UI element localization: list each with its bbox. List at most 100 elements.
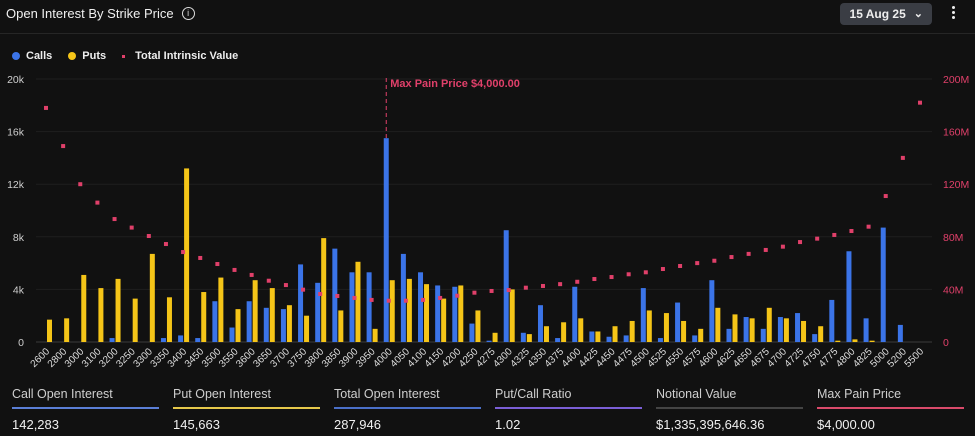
call-bar bbox=[263, 307, 269, 342]
y-left-tick-label: 16k bbox=[7, 127, 25, 139]
put-bar bbox=[595, 331, 601, 342]
calls-dot-icon bbox=[12, 52, 20, 60]
call-bar bbox=[555, 338, 561, 342]
call-bar bbox=[400, 253, 406, 342]
y-right-tick-label: 200M bbox=[943, 74, 969, 86]
call-bar bbox=[298, 264, 304, 342]
intrinsic-value-point bbox=[798, 240, 803, 245]
put-bar bbox=[321, 238, 327, 342]
put-bar bbox=[132, 298, 138, 342]
y-left-tick-label: 20k bbox=[7, 74, 25, 86]
put-bar bbox=[475, 310, 481, 342]
info-icon[interactable]: i bbox=[181, 7, 195, 20]
chevron-down-icon: ⌄ bbox=[913, 8, 923, 20]
intrinsic-value-point bbox=[78, 182, 83, 187]
stat-put-call-ratio: Put/Call Ratio 1.02 bbox=[495, 387, 642, 432]
stat-label: Notional Value bbox=[656, 387, 737, 401]
expiry-date-dropdown[interactable]: 15 Aug 25 ⌄ bbox=[839, 3, 932, 25]
put-bar bbox=[818, 326, 824, 342]
put-bar bbox=[852, 339, 858, 342]
stat-label: Total Open Interest bbox=[334, 387, 440, 401]
intrinsic-value-point bbox=[95, 200, 100, 205]
call-bar bbox=[863, 318, 869, 342]
put-bar bbox=[749, 318, 755, 342]
call-bar bbox=[537, 305, 543, 342]
call-bar bbox=[846, 251, 852, 342]
intrinsic-value-point bbox=[866, 224, 871, 229]
intrinsic-value-point bbox=[489, 288, 494, 293]
intrinsic-value-point bbox=[129, 225, 134, 230]
intrinsic-value-point bbox=[386, 298, 391, 303]
put-bar bbox=[64, 318, 70, 342]
call-bar bbox=[880, 227, 886, 342]
put-bar bbox=[835, 340, 841, 342]
call-bar bbox=[623, 335, 629, 342]
call-bar bbox=[709, 280, 715, 342]
call-bar bbox=[383, 138, 389, 342]
call-bar bbox=[606, 336, 612, 342]
call-bar bbox=[332, 248, 338, 342]
intrinsic-value-point bbox=[266, 278, 271, 283]
intrinsic-value-point bbox=[592, 277, 597, 282]
put-bar bbox=[389, 280, 395, 342]
call-bar bbox=[195, 338, 201, 342]
intrinsic-value-point bbox=[678, 263, 683, 268]
put-bar bbox=[424, 284, 430, 342]
title-group: Open Interest By Strike Price i bbox=[6, 6, 195, 21]
legend-calls[interactable]: Calls bbox=[12, 50, 52, 62]
y-left-tick-label: 12k bbox=[7, 179, 25, 191]
intrinsic-value-point bbox=[352, 295, 357, 300]
put-bar bbox=[355, 261, 361, 342]
intrinsic-value-point bbox=[44, 105, 48, 110]
stat-max-pain: Max Pain Price $4,000.00 bbox=[817, 387, 964, 432]
intrinsic-value-point bbox=[540, 283, 545, 288]
call-bar bbox=[795, 313, 801, 342]
intrinsic-value-point bbox=[849, 229, 854, 234]
legend-puts[interactable]: Puts bbox=[68, 50, 106, 62]
put-bar bbox=[338, 310, 344, 342]
intrinsic-square-icon bbox=[122, 54, 126, 58]
call-bar bbox=[812, 334, 818, 342]
kebab-menu-icon[interactable] bbox=[948, 4, 958, 24]
put-bar bbox=[663, 313, 669, 342]
put-bar bbox=[201, 292, 207, 342]
intrinsic-value-point bbox=[900, 155, 905, 160]
intrinsic-value-point bbox=[660, 267, 665, 272]
call-bar bbox=[640, 288, 646, 342]
call-bar bbox=[572, 286, 578, 342]
intrinsic-value-point bbox=[506, 288, 511, 293]
y-right-tick-label: 0 bbox=[943, 337, 949, 349]
intrinsic-value-point bbox=[403, 298, 408, 303]
put-bar bbox=[698, 328, 704, 342]
stat-label: Put/Call Ratio bbox=[495, 387, 572, 401]
chart-title: Open Interest By Strike Price bbox=[6, 6, 174, 21]
max-pain-label: Max Pain Price $4,000.00 bbox=[390, 78, 520, 90]
intrinsic-value-point bbox=[301, 287, 306, 292]
put-bar bbox=[235, 309, 241, 342]
put-bar bbox=[98, 288, 104, 342]
put-bar bbox=[561, 322, 567, 342]
intrinsic-value-point bbox=[883, 194, 888, 199]
intrinsic-value-point bbox=[575, 279, 580, 284]
call-bar bbox=[418, 272, 424, 342]
intrinsic-value-point bbox=[181, 250, 186, 255]
call-bar bbox=[435, 285, 441, 342]
put-bar bbox=[526, 334, 532, 342]
intrinsic-value-point bbox=[146, 234, 151, 239]
put-bar bbox=[406, 278, 412, 342]
put-bar bbox=[801, 320, 807, 342]
y-left-tick-label: 4k bbox=[13, 284, 25, 296]
intrinsic-value-point bbox=[472, 290, 477, 295]
legend-intrinsic[interactable]: Total Intrinsic Value bbox=[122, 50, 238, 62]
call-bar bbox=[280, 309, 286, 342]
call-bar bbox=[726, 328, 732, 342]
put-bar bbox=[184, 168, 190, 342]
call-bar bbox=[469, 323, 475, 342]
put-bar bbox=[149, 253, 155, 342]
legend-label: Calls bbox=[26, 50, 53, 62]
y-right-tick-label: 40M bbox=[943, 284, 963, 296]
intrinsic-value-point bbox=[763, 247, 768, 252]
intrinsic-value-point bbox=[438, 295, 443, 300]
call-bar bbox=[246, 301, 252, 342]
call-bar bbox=[692, 335, 698, 342]
